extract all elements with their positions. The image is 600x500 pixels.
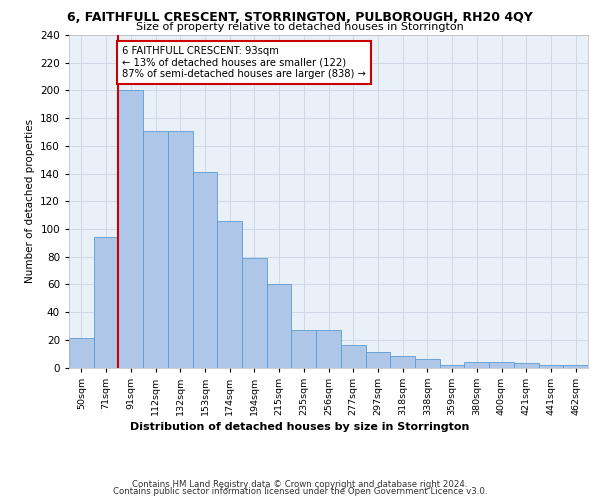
- Text: Contains public sector information licensed under the Open Government Licence v3: Contains public sector information licen…: [113, 487, 487, 496]
- Bar: [217, 220, 242, 368]
- Bar: [341, 346, 365, 368]
- Bar: [193, 172, 217, 368]
- Bar: [390, 356, 415, 368]
- Y-axis label: Number of detached properties: Number of detached properties: [25, 119, 35, 284]
- Bar: [267, 284, 292, 368]
- Bar: [514, 364, 539, 368]
- Bar: [365, 352, 390, 368]
- Bar: [292, 330, 316, 368]
- Bar: [563, 364, 588, 368]
- Bar: [94, 238, 118, 368]
- Bar: [118, 90, 143, 368]
- Bar: [539, 364, 563, 368]
- Text: Size of property relative to detached houses in Storrington: Size of property relative to detached ho…: [136, 22, 464, 32]
- Bar: [143, 130, 168, 368]
- Text: 6 FAITHFULL CRESCENT: 93sqm
← 13% of detached houses are smaller (122)
87% of se: 6 FAITHFULL CRESCENT: 93sqm ← 13% of det…: [122, 46, 366, 80]
- Bar: [440, 364, 464, 368]
- Bar: [69, 338, 94, 368]
- Text: Contains HM Land Registry data © Crown copyright and database right 2024.: Contains HM Land Registry data © Crown c…: [132, 480, 468, 489]
- Bar: [242, 258, 267, 368]
- Bar: [489, 362, 514, 368]
- Bar: [316, 330, 341, 368]
- Text: 6, FAITHFULL CRESCENT, STORRINGTON, PULBOROUGH, RH20 4QY: 6, FAITHFULL CRESCENT, STORRINGTON, PULB…: [67, 11, 533, 24]
- Text: Distribution of detached houses by size in Storrington: Distribution of detached houses by size …: [130, 422, 470, 432]
- Bar: [415, 359, 440, 368]
- Bar: [464, 362, 489, 368]
- Bar: [168, 130, 193, 368]
